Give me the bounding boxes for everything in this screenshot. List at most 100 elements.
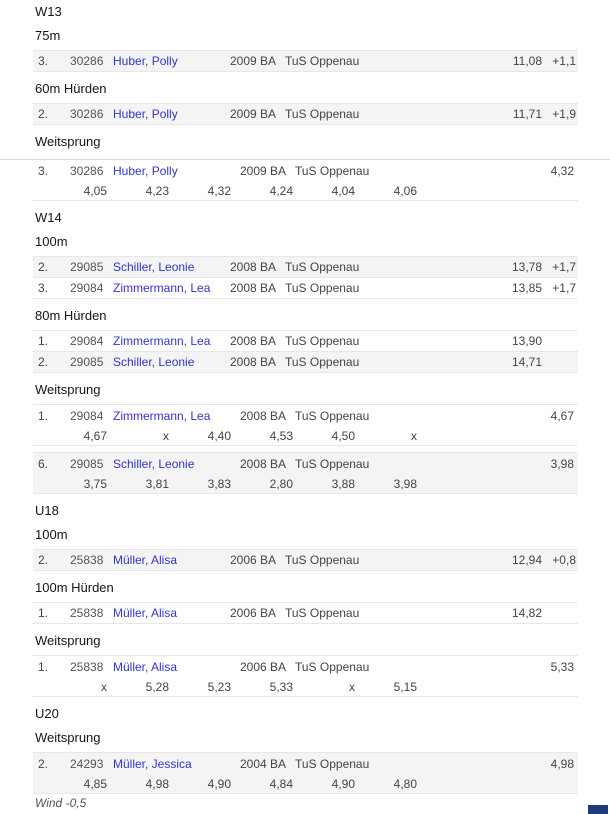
name-cell: Müller, Alisa — [113, 553, 230, 567]
attempt-cell: 3,88 — [331, 476, 355, 491]
athlete-link[interactable]: Schiller, Leonie — [113, 260, 195, 274]
place-cell: 2. — [38, 355, 49, 369]
yob-cell: 2008 BA — [230, 355, 277, 369]
attempt-cell: 4,84 — [269, 776, 293, 791]
name-cell: Zimmermann, Lea — [113, 409, 240, 423]
attempt-cell: 4,90 — [331, 776, 355, 791]
place-cell: 1. — [38, 334, 49, 348]
athlete-id-cell: 29084 — [70, 281, 104, 295]
result-cell: 11,08 — [512, 54, 542, 68]
wind-cell: +0,8 — [552, 553, 576, 567]
category-heading: U18 — [35, 503, 59, 518]
place-cell: 3. — [38, 54, 49, 68]
athlete-id-cell: 30286 — [70, 107, 104, 121]
yob-cell: 2004 BA — [240, 756, 287, 771]
attempt-cell: 4,85 — [83, 776, 107, 791]
yob-cell: 2009 BA — [230, 107, 277, 121]
yob-cell: 2008 BA — [230, 334, 277, 348]
wind-cell: +1,7 — [552, 260, 576, 274]
event-heading: 80m Hürden — [35, 308, 107, 323]
attempt-cell: 4,06 — [393, 183, 417, 198]
attempt-cell: 4,90 — [207, 776, 231, 791]
yob-cell: 2008 BA — [230, 281, 277, 295]
place-cell: 3. — [38, 281, 49, 295]
result-row: 2. 29085 Schiller, Leonie 2008 BA TuS Op… — [33, 256, 578, 277]
bottom-right-widget-corner[interactable] — [588, 805, 608, 814]
name-cell: Huber, Polly — [113, 54, 230, 68]
athlete-id-cell: 25838 — [70, 606, 104, 620]
athlete-link[interactable]: Zimmermann, Lea — [113, 334, 211, 348]
attempt-cell: 5,33 — [269, 679, 293, 694]
yob-cell: 2008 BA — [230, 260, 277, 274]
club-cell: TuS Oppenau — [295, 163, 370, 178]
attempts-row: 3,75 3,81 3,83 2,80 3,88 3,98 — [33, 474, 578, 493]
athlete-id-cell: 30286 — [70, 163, 104, 178]
event-heading: Weitsprung — [35, 730, 101, 745]
place-cell: 2. — [38, 553, 49, 567]
yob-cell: 2006 BA — [240, 659, 287, 674]
name-cell: Huber, Polly — [113, 107, 230, 121]
place-cell: 2. — [38, 756, 49, 771]
result-cell: 5,33 — [550, 659, 574, 674]
athlete-link[interactable]: Schiller, Leonie — [113, 456, 195, 471]
result-row: 3. 30286 Huber, Polly 2009 BA TuS Oppena… — [33, 50, 578, 71]
athlete-link[interactable]: Schiller, Leonie — [113, 355, 195, 369]
attempt-cell: 4,40 — [207, 428, 231, 443]
athlete-id-cell: 25838 — [70, 659, 104, 674]
place-cell: 1. — [38, 408, 49, 423]
yob-cell: 2008 BA — [240, 456, 287, 471]
name-cell: Huber, Polly — [113, 164, 240, 178]
result-cell: 13,85 — [511, 281, 542, 295]
place-cell: 1. — [38, 606, 49, 620]
name-cell: Müller, Jessica — [113, 757, 240, 771]
club-cell: TuS Oppenau — [285, 281, 360, 295]
athlete-link[interactable]: Zimmermann, Lea — [113, 281, 211, 295]
result-table: 3. 30286 Huber, Polly 2009 BA TuS Oppena… — [33, 50, 578, 72]
club-cell: TuS Oppenau — [285, 606, 360, 620]
attempt-cell: 3,83 — [207, 476, 231, 491]
athlete-link[interactable]: Müller, Jessica — [113, 756, 192, 771]
athlete-link[interactable]: Huber, Polly — [113, 54, 178, 68]
athlete-id-cell: 25838 — [70, 553, 104, 567]
attempt-cell: 4,32 — [207, 183, 231, 198]
result-table: 2. 25838 Müller, Alisa 2006 BA TuS Oppen… — [33, 549, 578, 571]
result-cell: 4,67 — [550, 408, 574, 423]
result-cell: 11,71 — [512, 107, 542, 121]
attempt-cell: 5,28 — [145, 679, 169, 694]
result-cell: 4,98 — [550, 756, 574, 771]
club-cell: TuS Oppenau — [285, 355, 360, 369]
athlete-id-cell: 29085 — [70, 355, 104, 369]
result-row: 3. 30286 Huber, Polly 2009 BA TuS Oppena… — [33, 160, 578, 181]
yob-cell: 2009 BA — [230, 54, 277, 68]
result-row: 3. 29084 Zimmermann, Lea 2008 BA TuS Opp… — [33, 277, 578, 298]
event-heading: Weitsprung — [35, 134, 101, 149]
place-cell: 3. — [38, 163, 49, 178]
attempts-row: 4,05 4,23 4,32 4,24 4,04 4,06 — [33, 181, 578, 200]
athlete-id-cell: 29085 — [70, 260, 104, 274]
athlete-link[interactable]: Müller, Alisa — [113, 553, 178, 567]
attempt-cell: 4,67 — [83, 428, 107, 443]
athlete-id-cell: 29084 — [70, 334, 104, 348]
result-row: 2. 29085 Schiller, Leonie 2008 BA TuS Op… — [33, 351, 578, 372]
athlete-link[interactable]: Müller, Alisa — [113, 606, 178, 620]
event-heading: 100m — [35, 527, 68, 542]
yob-cell: 2006 BA — [230, 606, 277, 620]
section-divider — [0, 159, 610, 160]
category-heading: W13 — [35, 4, 62, 19]
event-heading: 100m Hürden — [35, 580, 114, 595]
result-cell: 14,82 — [511, 606, 542, 620]
attempt-cell: x — [101, 679, 107, 694]
attempts-row: x 5,28 5,23 5,33 x 5,15 — [33, 677, 578, 696]
athlete-link[interactable]: Müller, Alisa — [113, 659, 178, 674]
result-row: 2. 30286 Huber, Polly 2009 BA TuS Oppena… — [33, 103, 578, 124]
club-cell: TuS Oppenau — [295, 456, 370, 471]
club-cell: TuS Oppenau — [295, 408, 370, 423]
jump-result-block: 2. 24293 Müller, Jessica 2004 BA TuS Opp… — [33, 752, 578, 794]
result-row: 1. 29084 Zimmermann, Lea 2008 BA TuS Opp… — [33, 405, 578, 426]
athlete-link[interactable]: Huber, Polly — [113, 163, 178, 178]
result-cell: 4,32 — [550, 163, 574, 178]
jump-result-block: 6. 29085 Schiller, Leonie 2008 BA TuS Op… — [33, 452, 578, 494]
athlete-link[interactable]: Huber, Polly — [113, 107, 178, 121]
attempt-cell: x — [411, 428, 417, 443]
athlete-link[interactable]: Zimmermann, Lea — [113, 408, 211, 423]
